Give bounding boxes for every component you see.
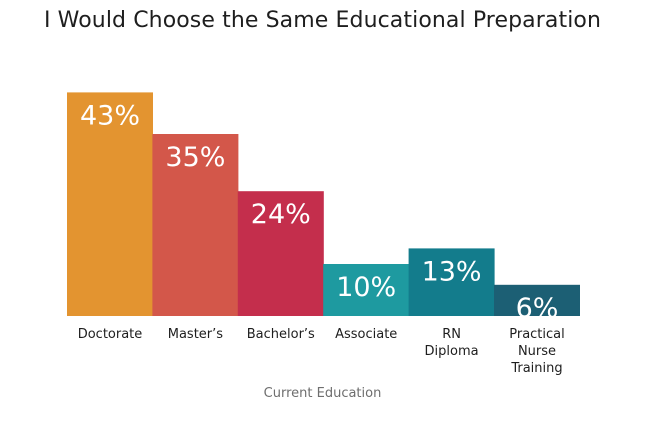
category-label-line: Doctorate [78, 327, 143, 342]
data-label-5: 6% [516, 293, 559, 324]
category-label-2: Bachelor’s [247, 327, 315, 342]
data-label-0: 43% [80, 100, 140, 131]
category-label-4: RN Diploma [425, 327, 479, 359]
data-label-3: 10% [336, 272, 396, 303]
x-axis-label: Current Education [263, 386, 382, 401]
category-label-1: Master’s [168, 327, 224, 342]
bar-0 [67, 92, 153, 317]
data-labels-group: 43% 35% 24% 10% 13% 6% [80, 100, 558, 323]
category-label-3: Associate [335, 327, 397, 342]
category-label-5: Practical Nurse Training [509, 327, 565, 376]
category-label-line: Associate [335, 327, 397, 342]
data-label-2: 24% [251, 199, 311, 230]
bar-1 [152, 134, 239, 316]
category-label-line: Diploma [425, 344, 479, 359]
data-label-4: 13% [422, 256, 482, 287]
bar-2 [237, 191, 324, 316]
chart-title: I Would Choose the Same Educational Prep… [43, 8, 602, 33]
bar-4 [408, 248, 495, 316]
category-label-0: Doctorate [78, 327, 143, 342]
bars-group [67, 92, 580, 317]
category-label-line: Master’s [168, 327, 224, 342]
bar-5 [494, 284, 580, 316]
category-label-line: Training [510, 361, 562, 376]
category-label-line: RN [442, 327, 461, 342]
category-labels-group: Doctorate Master’s Bachelor’s Associate RN Di… [78, 327, 565, 376]
category-label-line: Bachelor’s [247, 327, 315, 342]
category-label-line: Practical [509, 327, 565, 342]
bar-3 [323, 264, 410, 316]
data-label-1: 35% [165, 142, 225, 173]
category-label-line: Nurse [518, 344, 556, 359]
